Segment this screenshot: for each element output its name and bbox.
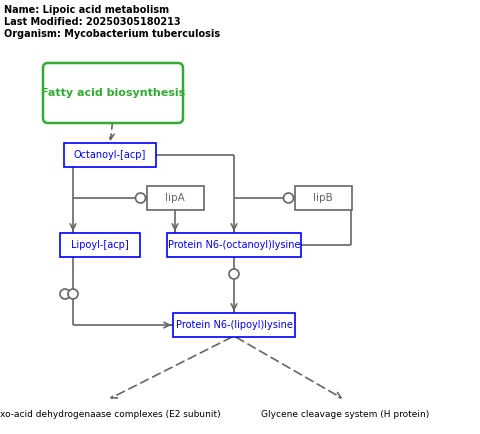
FancyBboxPatch shape xyxy=(167,233,301,257)
Circle shape xyxy=(229,269,239,279)
Text: Octanoyl-[acp]: Octanoyl-[acp] xyxy=(74,150,146,160)
Text: lipA: lipA xyxy=(165,193,185,203)
Text: Name: Lipoic acid metabolism: Name: Lipoic acid metabolism xyxy=(4,5,169,15)
FancyBboxPatch shape xyxy=(60,233,140,257)
FancyBboxPatch shape xyxy=(43,63,183,123)
Text: Lipoyl-[acp]: Lipoyl-[acp] xyxy=(71,240,129,250)
FancyBboxPatch shape xyxy=(173,313,295,337)
Circle shape xyxy=(60,289,70,299)
Text: lipB: lipB xyxy=(313,193,333,203)
Circle shape xyxy=(68,289,78,299)
FancyBboxPatch shape xyxy=(64,143,156,167)
Text: Organism: Mycobacterium tuberculosis: Organism: Mycobacterium tuberculosis xyxy=(4,29,220,39)
Circle shape xyxy=(284,193,293,203)
Circle shape xyxy=(135,193,145,203)
Text: Oxo-acid dehydrogenaase complexes (E2 subunit): Oxo-acid dehydrogenaase complexes (E2 su… xyxy=(0,410,221,419)
FancyBboxPatch shape xyxy=(146,186,204,210)
Text: Glycene cleavage system (H protein): Glycene cleavage system (H protein) xyxy=(261,410,429,419)
Text: Fatty acid biosynthesis: Fatty acid biosynthesis xyxy=(41,88,185,98)
Text: Protein N6-(octanoyl)lysine: Protein N6-(octanoyl)lysine xyxy=(168,240,300,250)
FancyBboxPatch shape xyxy=(295,186,351,210)
Text: Protein N6-(lipoyl)lysine: Protein N6-(lipoyl)lysine xyxy=(176,320,292,330)
Text: Last Modified: 20250305180213: Last Modified: 20250305180213 xyxy=(4,17,180,27)
